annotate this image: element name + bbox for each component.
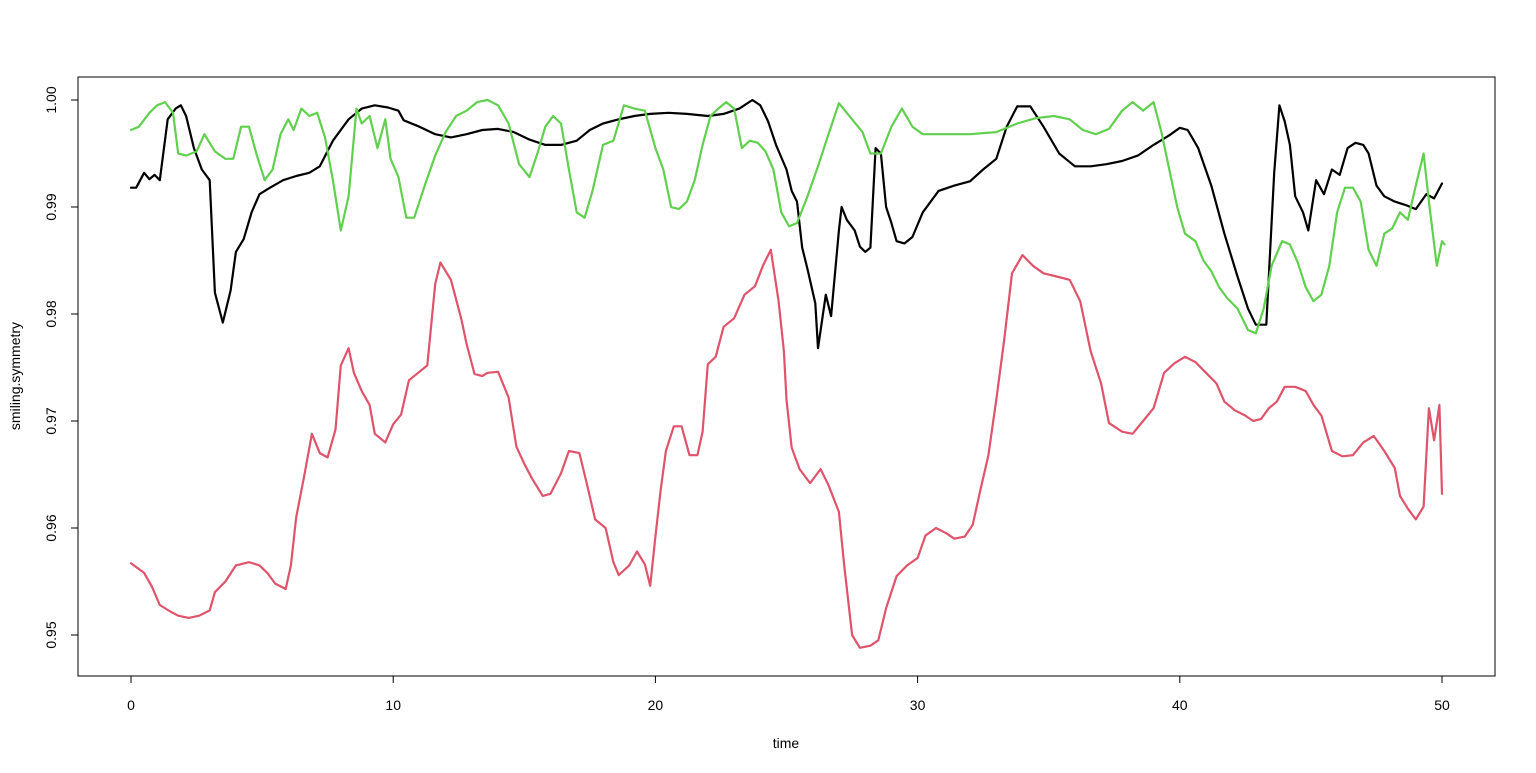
x-axis-title: time <box>773 735 800 751</box>
y-tick-label: 1.00 <box>43 86 59 113</box>
y-axis: 0.95 0.96 0.97 0.98 0.99 1.00 <box>43 86 79 649</box>
y-tick-label: 0.99 <box>43 193 59 220</box>
series-line-2 <box>129 248 1444 649</box>
y-axis-title: smiling.symmetry <box>7 322 23 430</box>
x-tick-label: 10 <box>385 697 401 713</box>
series-layer <box>129 98 1446 649</box>
y-tick-label: 0.97 <box>43 407 59 434</box>
x-tick-label: 30 <box>910 697 926 713</box>
x-tick-label: 0 <box>127 697 135 713</box>
x-tick-label: 40 <box>1172 697 1188 713</box>
x-axis: 0 10 20 30 40 50 <box>127 675 1450 713</box>
x-tick-label: 20 <box>648 697 664 713</box>
series-line-3 <box>129 98 1446 335</box>
x-tick-label: 50 <box>1434 697 1450 713</box>
y-tick-label: 0.98 <box>43 300 59 327</box>
y-tick-label: 0.96 <box>43 514 59 541</box>
series-line-1 <box>129 98 1444 350</box>
y-tick-label: 0.95 <box>43 621 59 648</box>
